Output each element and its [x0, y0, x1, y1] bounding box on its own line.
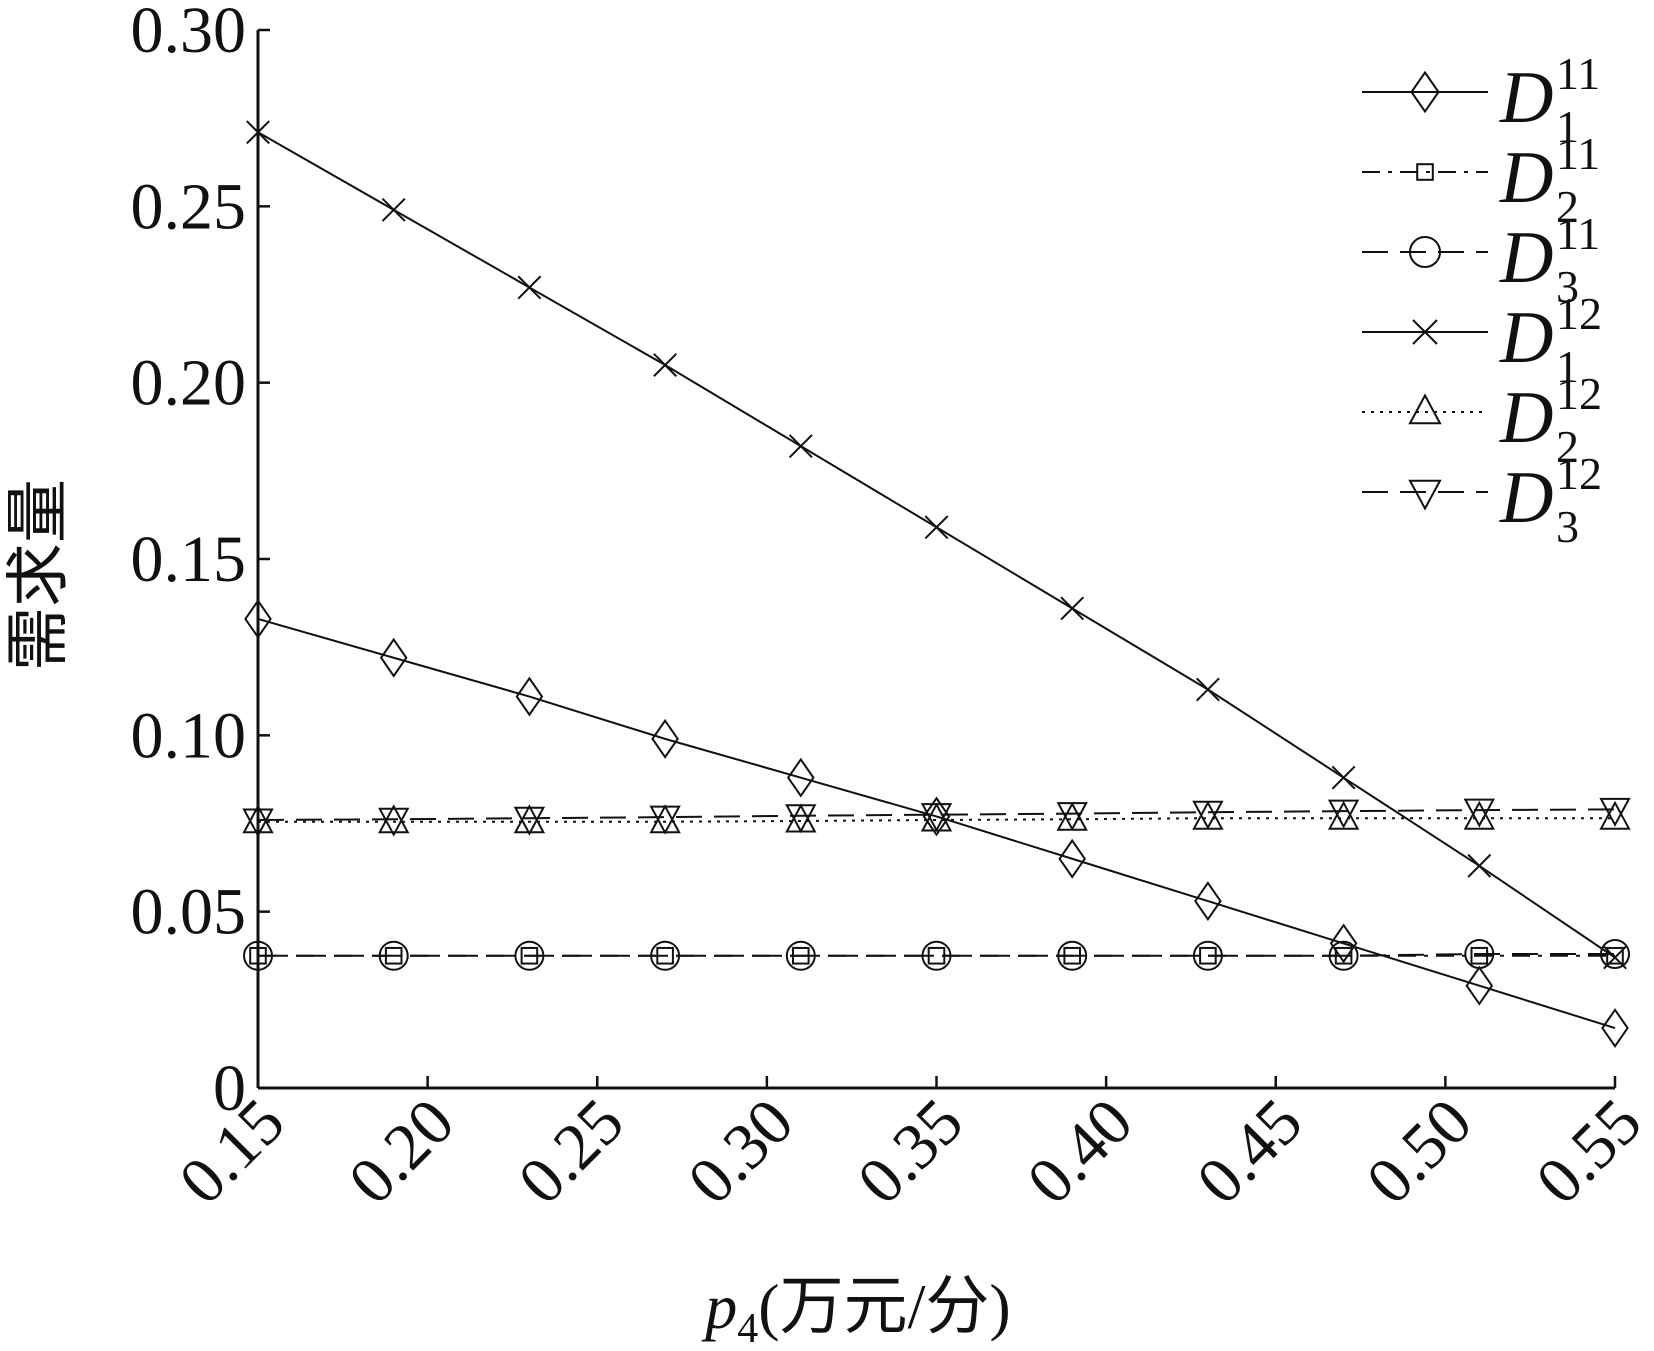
x-axis-label: p4(万元/分): [701, 1271, 1010, 1346]
legend-label-superscript: 11: [1556, 128, 1600, 179]
legend-label-base: D: [1499, 377, 1553, 459]
data-point: [1197, 678, 1219, 700]
legend-label-superscript: 11: [1556, 208, 1600, 259]
svg-text:p4(万元/分): p4(万元/分): [701, 1271, 1010, 1346]
data-point: [1058, 803, 1086, 829]
y-tick-label: 0.15: [131, 523, 247, 596]
x-tick-label: 0.55: [1522, 1085, 1654, 1218]
data-point: [787, 805, 815, 831]
data-point: [1194, 802, 1222, 828]
x-tick-label: 0.20: [335, 1085, 468, 1218]
x-axis-label-unit: (万元/分): [758, 1271, 1010, 1342]
legend-label-subscript: 3: [1556, 501, 1579, 552]
x-tick-label: 0.45: [1183, 1085, 1316, 1218]
legend-label-superscript: 12: [1556, 448, 1602, 499]
data-point: [651, 807, 679, 833]
data-point: [515, 806, 543, 832]
x-tick-label: 0.35: [844, 1085, 977, 1218]
x-axis-label-subscript: 4: [737, 1306, 758, 1346]
series-line: [258, 954, 1615, 956]
series-D_1^11: [245, 601, 1627, 1046]
y-tick-label: 0.10: [131, 699, 247, 772]
y-tick-label: 0.20: [131, 347, 247, 420]
y-tick-label: 0.05: [131, 876, 247, 949]
x-tick-label: 0.15: [165, 1085, 298, 1218]
data-point: [654, 354, 676, 376]
legend-label-superscript: 12: [1556, 368, 1602, 419]
y-tick-label: 0.25: [131, 170, 247, 243]
series-line: [258, 619, 1615, 1028]
data-point: [1058, 804, 1086, 830]
legend-label-base: D: [1499, 297, 1553, 379]
series-D_1^12: [247, 121, 1626, 969]
data-point: [1410, 396, 1440, 424]
data-point: [515, 808, 543, 834]
data-point: [1194, 803, 1222, 829]
data-point: [518, 276, 540, 298]
legend-label-base: D: [1499, 457, 1553, 539]
series-layer: [244, 121, 1629, 1046]
x-tick-label: 0.30: [674, 1085, 807, 1218]
legend-label-base: D: [1499, 57, 1553, 139]
x-tick-label: 0.25: [505, 1085, 638, 1218]
legend-label-superscript: 12: [1556, 288, 1602, 339]
data-point: [1061, 597, 1083, 619]
data-point: [1468, 855, 1490, 877]
data-point: [787, 806, 815, 832]
legend-label-base: D: [1499, 137, 1553, 219]
data-point: [383, 199, 405, 221]
data-point: [651, 806, 679, 832]
legend-label-superscript: 11: [1556, 48, 1600, 99]
data-point: [1417, 164, 1433, 180]
legend-label-base: D: [1499, 217, 1553, 299]
data-point: [790, 435, 812, 457]
data-point: [1332, 766, 1354, 788]
y-tick-label: 0.30: [131, 0, 247, 67]
data-point: [925, 516, 947, 538]
x-axis-label-variable: p: [701, 1271, 737, 1342]
data-point: [923, 805, 951, 831]
x-tick-label: 0.50: [1353, 1085, 1486, 1218]
data-point: [1410, 481, 1440, 509]
y-axis-label: 需求量: [3, 479, 74, 671]
series-D_3^11: [244, 940, 1629, 970]
x-tick-label: 0.40: [1013, 1085, 1146, 1218]
